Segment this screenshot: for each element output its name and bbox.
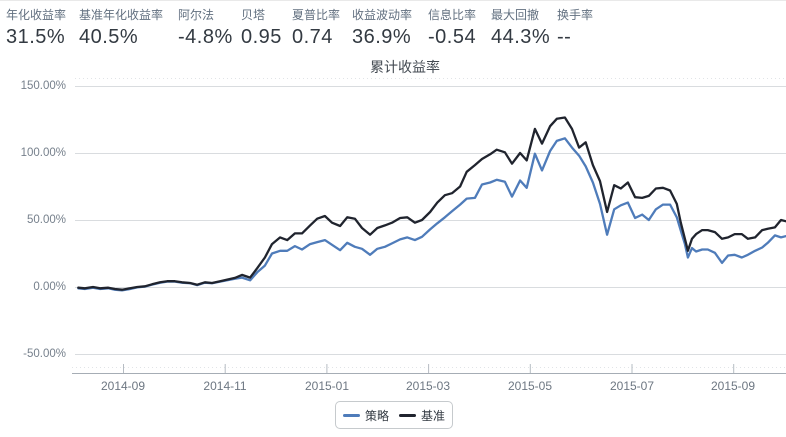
stat-value: 31.5% — [6, 26, 66, 48]
stat-label: 贝塔 — [241, 8, 266, 22]
x-axis-tick-label: 2014-09 — [100, 379, 146, 393]
stat-label: 最大回撤 — [491, 8, 540, 22]
stat-label: 信息比率 — [428, 8, 477, 22]
stat-turnover: 换手率 -- — [557, 7, 593, 49]
stats-bar: 年化收益率 31.5% 基准年化收益率 40.5% 阿尔法 -4.8% 贝塔 0… — [0, 1, 786, 57]
stat-sharpe: 夏普比率 0.74 — [292, 7, 340, 49]
stat-label: 基准年化收益率 — [79, 8, 164, 22]
y-axis-tick-label: 150.00% — [20, 80, 66, 92]
chart-legend: 策略 基准 — [335, 401, 453, 429]
x-axis-tick-label: 2015-01 — [304, 379, 350, 393]
legend-item-strategy[interactable]: 策略 — [342, 407, 389, 424]
stat-value: 44.3% — [491, 26, 551, 48]
stat-value: -0.54 — [428, 26, 477, 48]
stat-label: 收益波动率 — [352, 8, 413, 22]
stat-label: 年化收益率 — [6, 8, 67, 22]
benchmark-line-swatch-icon — [399, 413, 416, 417]
x-axis-tick-label: 2015-09 — [710, 379, 756, 393]
stat-label: 阿尔法 — [178, 8, 215, 22]
stat-value: 0.74 — [292, 26, 333, 48]
y-axis-tick-label: 0.00% — [33, 281, 66, 293]
stat-label: 换手率 — [557, 8, 594, 22]
x-axis-tick-label: 2014-11 — [203, 379, 247, 393]
y-axis-tick-label: 100.00% — [20, 147, 66, 159]
chart-title: 累计收益率 — [370, 59, 440, 75]
y-axis-tick-label: 50.00% — [26, 214, 66, 226]
y-axis-tick-label: -50.00% — [23, 348, 66, 360]
stat-value: 36.9% — [352, 26, 412, 48]
stat-annual-return: 年化收益率 31.5% — [6, 7, 66, 49]
stat-beta: 贝塔 0.95 — [241, 7, 282, 49]
stat-value: 40.5% — [79, 26, 139, 48]
stat-volatility: 收益波动率 36.9% — [352, 7, 412, 49]
x-axis-tick-label: 2015-07 — [609, 379, 655, 393]
strategy-line-swatch-icon — [342, 413, 360, 417]
x-axis-tick-label: 2015-05 — [507, 379, 553, 393]
stat-value: -4.8% — [178, 26, 233, 48]
x-axis-tick-label: 2015-03 — [405, 379, 451, 393]
legend-label: 基准 — [421, 408, 446, 423]
stat-label: 夏普比率 — [292, 8, 341, 22]
stat-value: 0.95 — [241, 26, 282, 48]
legend-label: 策略 — [364, 408, 389, 423]
stat-value: -- — [557, 26, 572, 48]
stat-max-drawdown: 最大回撤 44.3% — [491, 7, 550, 49]
stat-benchmark-annual-return: 基准年化收益率 40.5% — [79, 7, 163, 49]
legend-item-benchmark[interactable]: 基准 — [399, 407, 445, 424]
stat-alpha: 阿尔法 -4.8% — [178, 7, 233, 49]
stat-information-ratio: 信息比率 -0.54 — [428, 7, 476, 49]
